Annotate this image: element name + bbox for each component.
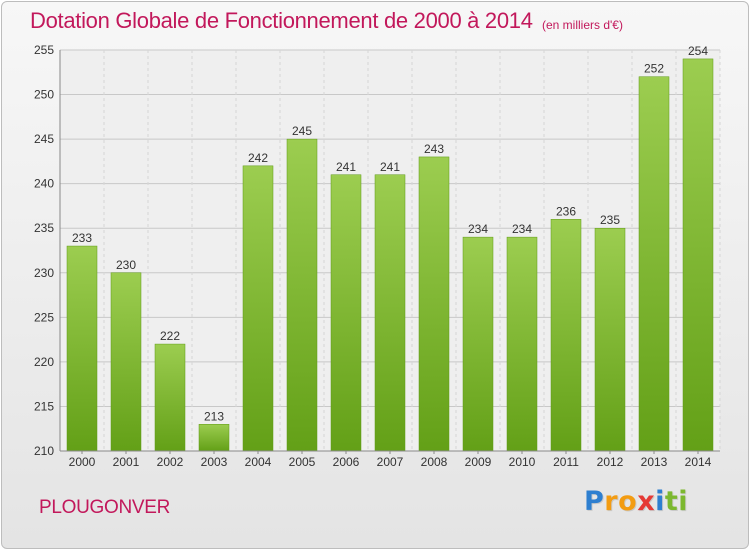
y-tick-label: 255	[34, 43, 54, 57]
data-label: 241	[336, 160, 356, 174]
bar	[594, 227, 626, 452]
data-label: 234	[468, 222, 488, 236]
bar	[110, 272, 142, 452]
bar	[66, 245, 98, 452]
y-tick-label: 220	[34, 355, 54, 369]
bar	[418, 156, 450, 452]
proxiti-logo: Proxiti	[584, 486, 688, 517]
x-tick-label: 2008	[421, 455, 448, 469]
data-label: 235	[600, 213, 620, 227]
bar	[682, 58, 714, 452]
bar	[506, 236, 538, 452]
x-tick-label: 2014	[685, 455, 712, 469]
city-name: PLOUGONVER	[39, 497, 171, 518]
data-label: 236	[556, 204, 576, 218]
data-label: 243	[424, 142, 444, 156]
y-tick-label: 230	[34, 266, 54, 280]
x-tick-label: 2013	[641, 455, 668, 469]
x-tick-label: 2009	[465, 455, 492, 469]
bar	[242, 165, 274, 452]
y-tick-label: 215	[34, 399, 54, 413]
logo-letter: o	[618, 486, 638, 517]
x-tick-label: 2004	[245, 455, 272, 469]
data-label: 245	[292, 124, 312, 138]
logo-letter: x	[637, 486, 656, 517]
data-label: 213	[204, 409, 224, 423]
x-tick-label: 2006	[333, 455, 360, 469]
y-tick-label: 240	[34, 177, 54, 191]
data-label: 234	[512, 222, 532, 236]
data-label: 222	[160, 329, 180, 343]
bar	[198, 424, 230, 452]
x-tick-label: 2010	[509, 455, 536, 469]
bar	[330, 174, 362, 452]
data-label: 230	[116, 258, 136, 272]
data-label: 233	[72, 231, 92, 245]
bar	[550, 219, 582, 452]
data-label: 252	[644, 62, 664, 76]
bar	[154, 343, 186, 452]
y-tick-label: 245	[34, 132, 54, 146]
x-tick-label: 2002	[157, 455, 184, 469]
logo-letter: P	[584, 486, 605, 517]
y-tick-label: 210	[34, 444, 54, 458]
y-tick-label: 235	[34, 221, 54, 235]
data-label: 241	[380, 160, 400, 174]
x-tick-label: 2003	[201, 455, 228, 469]
bar	[462, 236, 494, 452]
bar	[374, 174, 406, 452]
bar	[286, 138, 318, 452]
logo-letter: t	[664, 486, 679, 517]
logo-letter: i	[678, 486, 689, 517]
x-tick-label: 2005	[289, 455, 316, 469]
x-tick-label: 2001	[113, 455, 140, 469]
x-tick-label: 2012	[597, 455, 624, 469]
data-label: 242	[248, 151, 268, 165]
chart-title: Dotation Globale de Fonctionnement de 20…	[30, 8, 533, 33]
data-label: 254	[688, 44, 708, 58]
y-tick-label: 250	[34, 88, 54, 102]
y-tick-label: 225	[34, 310, 54, 324]
x-tick-label: 2007	[377, 455, 404, 469]
x-tick-label: 2000	[69, 455, 96, 469]
chart-subtitle: (en milliers d'€)	[542, 18, 623, 32]
bar	[638, 76, 670, 452]
x-tick-label: 2011	[553, 455, 579, 469]
logo-letter: r	[604, 486, 619, 517]
logo-letter: i	[655, 486, 665, 517]
